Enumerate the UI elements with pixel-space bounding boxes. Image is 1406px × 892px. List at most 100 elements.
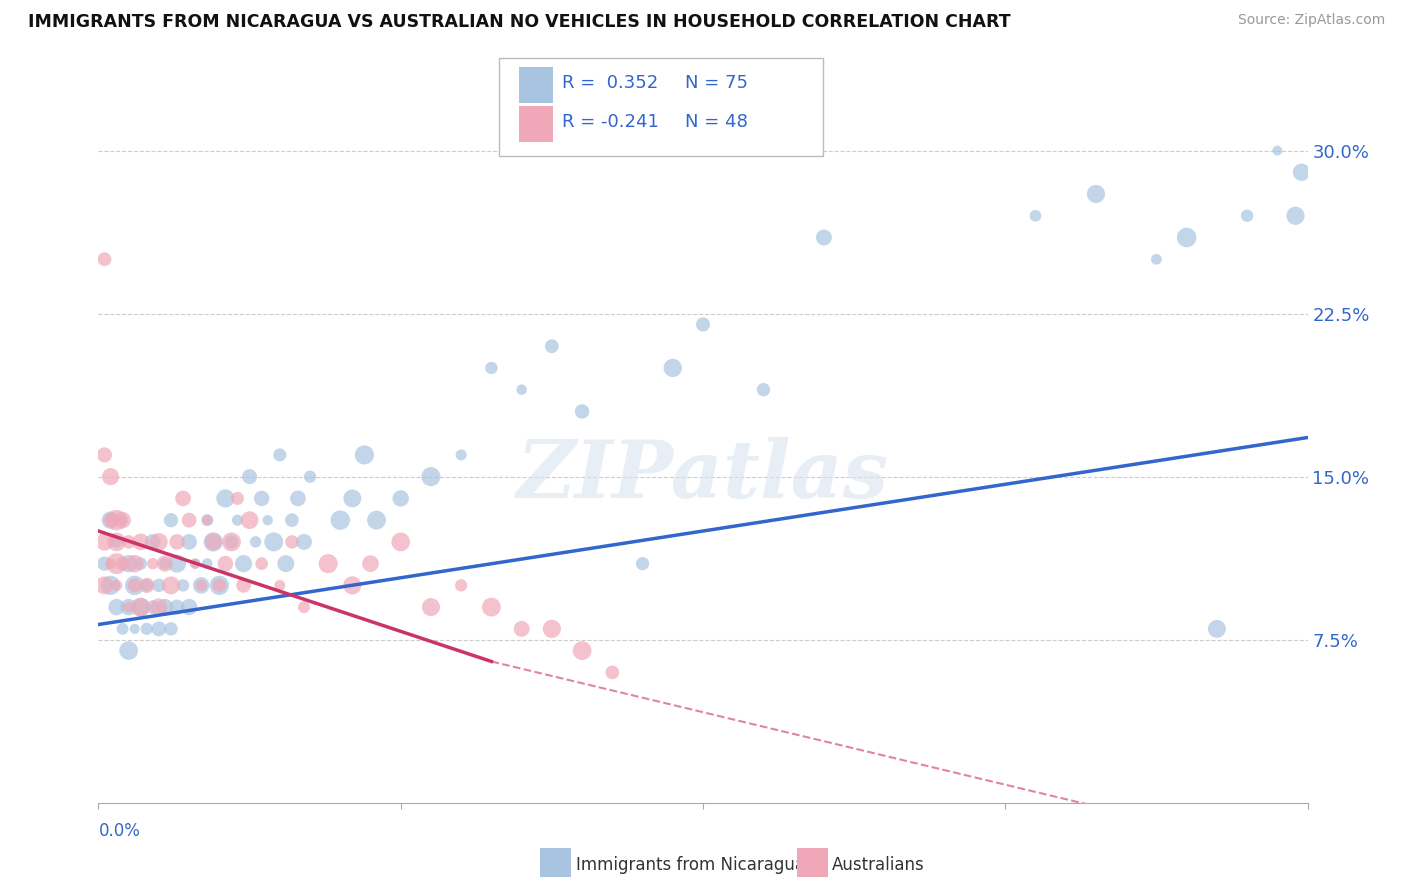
Text: N = 48: N = 48 xyxy=(685,113,748,131)
Point xyxy=(124,622,146,636)
Point xyxy=(135,622,157,636)
Point xyxy=(195,513,218,527)
Point xyxy=(190,578,212,592)
Point xyxy=(148,578,170,592)
Text: Australians: Australians xyxy=(832,856,925,874)
Point xyxy=(105,600,128,615)
Point xyxy=(160,578,183,592)
Point xyxy=(226,513,249,527)
Point xyxy=(263,535,285,549)
Point xyxy=(281,513,304,527)
Point xyxy=(202,535,225,549)
Point xyxy=(481,360,503,375)
Point xyxy=(166,600,188,615)
Point xyxy=(124,578,146,592)
Point xyxy=(1236,209,1258,223)
Text: Immigrants from Nicaragua: Immigrants from Nicaragua xyxy=(576,856,806,874)
Point xyxy=(1206,622,1229,636)
Point xyxy=(1291,165,1313,179)
Text: Source: ZipAtlas.com: Source: ZipAtlas.com xyxy=(1237,13,1385,28)
Point xyxy=(179,600,201,615)
Point xyxy=(184,557,207,571)
Point xyxy=(221,535,243,549)
Point xyxy=(172,578,194,592)
Point xyxy=(299,469,322,483)
Point xyxy=(510,622,533,636)
Point xyxy=(813,230,835,244)
Point xyxy=(1085,186,1108,201)
Point xyxy=(105,557,128,571)
Point xyxy=(195,513,218,527)
Point xyxy=(118,535,141,549)
Point xyxy=(329,513,352,527)
Point xyxy=(250,557,273,571)
Point xyxy=(292,535,315,549)
Point xyxy=(148,622,170,636)
Point xyxy=(129,600,152,615)
Point xyxy=(142,557,165,571)
Point xyxy=(692,318,714,332)
Point xyxy=(93,448,115,462)
Point xyxy=(214,491,236,506)
Point xyxy=(129,600,152,615)
Point xyxy=(232,557,254,571)
Point xyxy=(389,491,412,506)
Point xyxy=(93,557,115,571)
Point xyxy=(195,557,218,571)
Point xyxy=(202,535,225,549)
Point xyxy=(602,665,624,680)
Text: 0.0%: 0.0% xyxy=(98,822,141,840)
Point xyxy=(148,535,170,549)
Text: IMMIGRANTS FROM NICARAGUA VS AUSTRALIAN NO VEHICLES IN HOUSEHOLD CORRELATION CHA: IMMIGRANTS FROM NICARAGUA VS AUSTRALIAN … xyxy=(28,13,1011,31)
Point xyxy=(93,578,115,592)
Point xyxy=(105,513,128,527)
Point xyxy=(366,513,388,527)
Point xyxy=(274,557,297,571)
Text: N = 75: N = 75 xyxy=(685,74,748,92)
Point xyxy=(316,557,339,571)
Point xyxy=(662,360,685,375)
Point xyxy=(360,557,382,571)
Point xyxy=(239,469,262,483)
Point xyxy=(245,535,267,549)
Point xyxy=(226,491,249,506)
Point xyxy=(752,383,775,397)
Point xyxy=(571,643,593,657)
Point xyxy=(256,513,278,527)
Point xyxy=(111,513,134,527)
Text: R = -0.241: R = -0.241 xyxy=(562,113,659,131)
Point xyxy=(250,491,273,506)
Point xyxy=(172,491,194,506)
Point xyxy=(420,600,443,615)
Point xyxy=(179,513,201,527)
Point xyxy=(1175,230,1198,244)
Point xyxy=(239,513,262,527)
Point xyxy=(105,578,128,592)
Point xyxy=(118,557,141,571)
Point xyxy=(342,491,364,506)
Point xyxy=(450,578,472,592)
Point xyxy=(540,339,562,353)
Point xyxy=(269,448,291,462)
Point xyxy=(160,622,183,636)
Point xyxy=(105,535,128,549)
Point xyxy=(281,535,304,549)
Point xyxy=(166,557,188,571)
Point xyxy=(353,448,375,462)
Point xyxy=(142,535,165,549)
Point xyxy=(1144,252,1167,267)
Point xyxy=(129,557,152,571)
Point xyxy=(221,535,243,549)
Point xyxy=(124,557,146,571)
Point xyxy=(118,600,141,615)
Point xyxy=(208,578,231,592)
Point xyxy=(118,600,141,615)
Point xyxy=(153,557,176,571)
Point xyxy=(153,557,176,571)
Point xyxy=(111,513,134,527)
Point xyxy=(118,643,141,657)
Point xyxy=(342,578,364,592)
Point xyxy=(135,578,157,592)
Point xyxy=(1024,209,1046,223)
Point xyxy=(111,557,134,571)
